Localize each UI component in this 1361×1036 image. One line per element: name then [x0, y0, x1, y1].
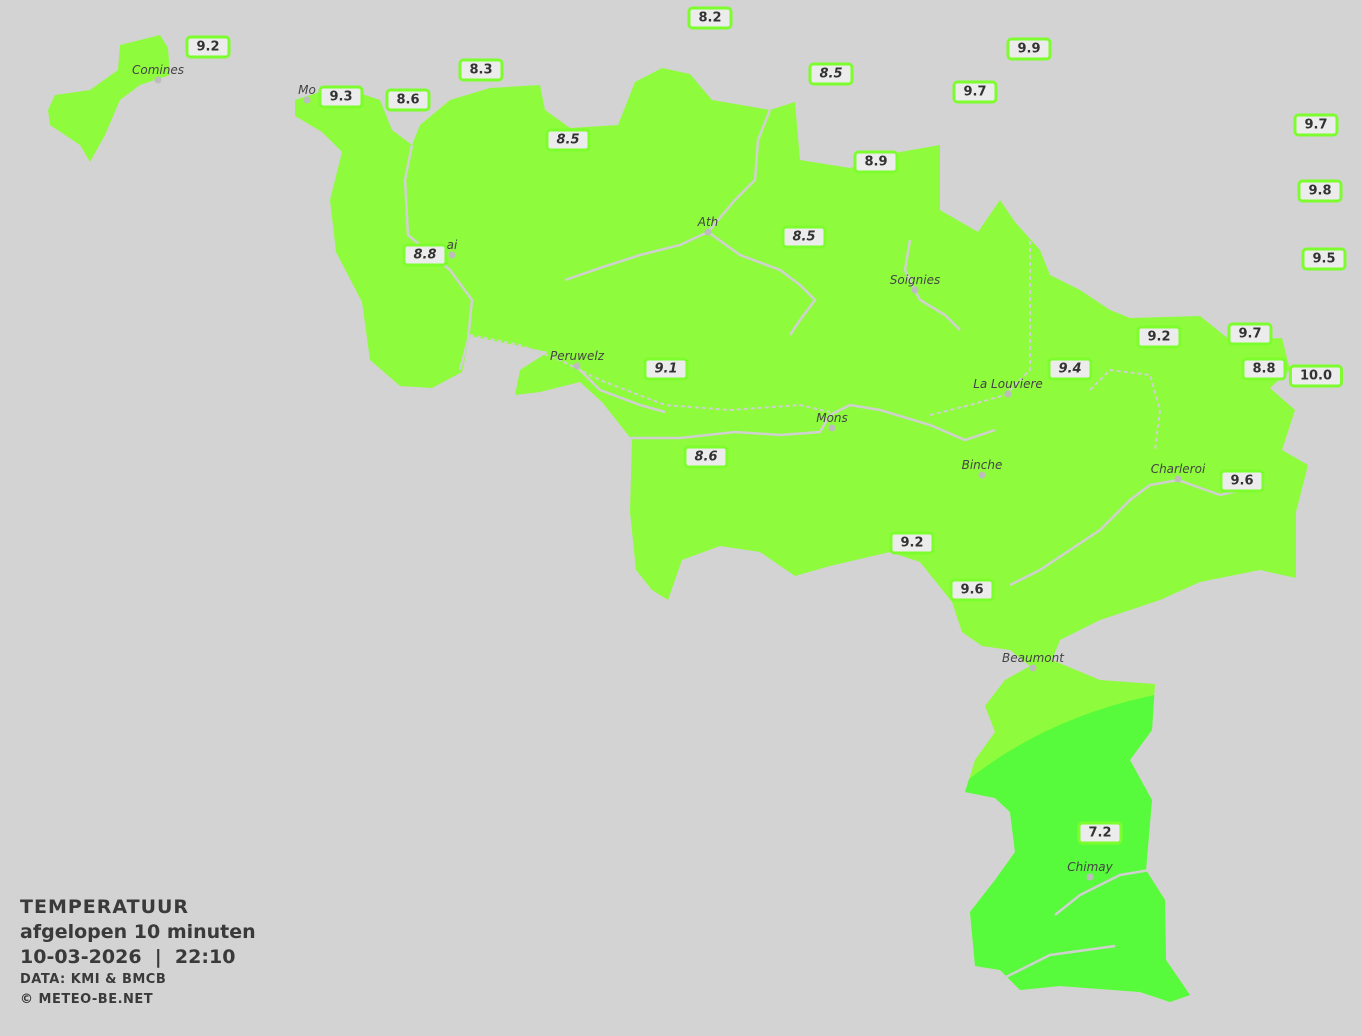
station-temperature-label[interactable]: 8.5 [545, 128, 591, 152]
legend-copyright: © METEO-BE.NET [20, 992, 154, 1007]
station-temperature-label[interactable]: 9.1 [643, 357, 689, 381]
station-temperature-label[interactable]: 9.6 [949, 578, 995, 602]
city-marker-icon [978, 471, 986, 479]
station-temperature-label[interactable]: 10.0 [1288, 364, 1344, 388]
city-label: ai [446, 238, 458, 252]
station-temperature-label[interactable]: 9.5 [1301, 247, 1347, 271]
city-label: Mons [816, 411, 848, 425]
station-temperature-label[interactable]: 8.6 [683, 445, 729, 469]
city-label: Soignies [889, 273, 941, 287]
station-temperature-label[interactable]: 9.7 [1293, 113, 1339, 137]
station-temperature-label[interactable]: 9.2 [185, 35, 231, 59]
cool-zone [950, 692, 1200, 1002]
station-temperature-label[interactable]: 9.3 [318, 85, 364, 109]
city-marker-icon [1004, 390, 1012, 398]
station-temperature-label[interactable]: 9.2 [889, 531, 935, 555]
city-label: Binche [961, 458, 1003, 472]
station-temperature-label[interactable]: 8.6 [385, 88, 431, 112]
city-marker-icon [573, 362, 581, 370]
city-marker-icon [303, 96, 311, 104]
city-label: Beaumont [1002, 651, 1064, 665]
station-temperature-label[interactable]: 9.7 [952, 80, 998, 104]
station-temperature-label[interactable]: 8.2 [687, 6, 733, 30]
map-legend: TEMPERATUUR afgelopen 10 minuten 10-03-2… [20, 895, 256, 1010]
legend-source: DATA: KMI & BMCB [20, 972, 167, 987]
city-label: Comines [132, 63, 184, 77]
station-temperature-label[interactable]: 9.7 [1227, 322, 1273, 346]
station-temperature-label[interactable]: 8.8 [402, 243, 448, 267]
city-label: Ath [697, 215, 719, 229]
station-temperature-label[interactable]: 8.8 [1241, 357, 1287, 381]
city-marker-icon [1086, 873, 1094, 881]
station-temperature-label[interactable]: 8.5 [781, 225, 827, 249]
station-temperature-label[interactable]: 9.9 [1006, 37, 1052, 61]
legend-datetime: 10-03-2026 | 22:10 [20, 946, 236, 968]
city-label: Peruwelz [550, 349, 604, 363]
city-marker-icon [1174, 475, 1182, 483]
station-temperature-label[interactable]: 9.2 [1136, 325, 1182, 349]
station-temperature-label[interactable]: 9.4 [1047, 357, 1093, 381]
borders [469, 240, 1162, 451]
city-marker-icon [1029, 664, 1037, 672]
legend-period: afgelopen 10 minuten [20, 921, 256, 943]
station-temperature-label[interactable]: 9.6 [1219, 469, 1265, 493]
city-label: Mo [298, 83, 316, 97]
city-label: Chimay [1067, 860, 1113, 874]
hainaut-region [295, 68, 1308, 1002]
station-temperature-label[interactable]: 9.8 [1297, 179, 1343, 203]
city-marker-icon [154, 76, 162, 84]
city-label: Charleroi [1150, 462, 1206, 476]
rivers [403, 109, 1266, 982]
city-marker-icon [448, 251, 456, 259]
city-marker-icon [911, 286, 919, 294]
station-temperature-label[interactable]: 7.2 [1077, 821, 1123, 845]
city-marker-icon [704, 228, 712, 236]
station-temperature-label[interactable]: 8.9 [853, 150, 899, 174]
city-marker-icon [828, 424, 836, 432]
station-temperature-label[interactable]: 8.5 [808, 62, 854, 86]
station-temperature-label[interactable]: 8.3 [458, 58, 504, 82]
legend-title: TEMPERATUUR [20, 896, 190, 918]
comines-region [48, 35, 170, 162]
city-label: La Louviere [973, 377, 1043, 391]
